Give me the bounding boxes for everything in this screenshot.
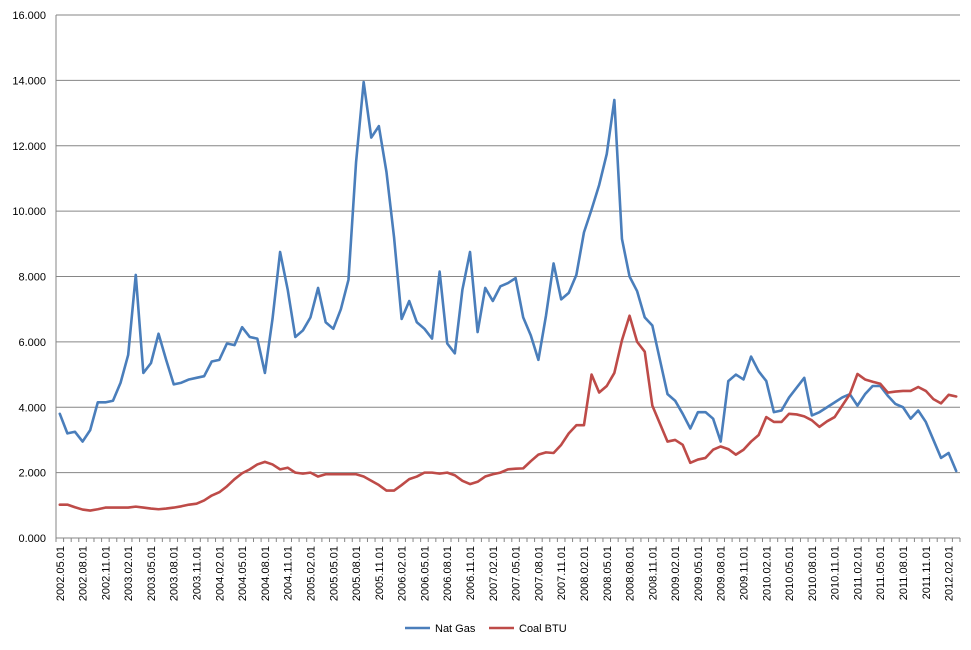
x-tick-label: 2006.02.01: [397, 546, 409, 601]
x-tick-label: 2004.08.01: [260, 546, 272, 601]
x-tick-label: 2004.11.01: [283, 546, 295, 600]
x-tick-label: 2010.11.01: [830, 546, 842, 600]
legend-label: Nat Gas: [435, 623, 476, 635]
x-tick-label: 2010.05.01: [784, 546, 796, 601]
y-tick-label: 4.000: [18, 402, 46, 414]
y-tick-label: 2.000: [18, 468, 46, 480]
y-tick-label: 16.000: [12, 10, 46, 22]
x-tick-label: 2006.08.01: [442, 546, 454, 601]
y-tick-label: 10.000: [12, 206, 46, 218]
x-tick-label: 2005.02.01: [305, 546, 317, 601]
series-line-nat-gas: [58, 80, 958, 473]
legend: Nat Gas Coal BTU: [405, 623, 567, 635]
x-tick-label: 2005.05.01: [328, 546, 340, 601]
x-tick-label: 2002.08.01: [78, 546, 90, 601]
x-tick-label: 2004.02.01: [214, 546, 226, 601]
y-tick-label: 8.000: [18, 272, 46, 284]
y-tick-label: 0.000: [18, 533, 46, 545]
x-tick-label: 2007.08.01: [533, 546, 545, 601]
x-tick-label: 2002.05.01: [55, 546, 67, 601]
legend-label: Coal BTU: [519, 623, 567, 635]
x-tick-label: 2008.05.01: [602, 546, 614, 601]
x-tick-label: 2007.02.01: [488, 546, 500, 601]
x-tick-label: 2009.05.01: [693, 546, 705, 601]
x-tick-label: 2011.08.01: [898, 546, 910, 600]
x-tick-label: 2006.05.01: [419, 546, 431, 601]
y-tick-label: 14.000: [12, 75, 46, 87]
x-tick-label: 2003.02.01: [123, 546, 135, 601]
x-tick-label: 2007.11.01: [556, 546, 568, 600]
x-tick-label: 2008.08.01: [625, 546, 637, 601]
x-tick-label: 2003.08.01: [169, 546, 181, 601]
x-tick-label: 2003.11.01: [192, 546, 204, 600]
x-tick-label: 2007.05.01: [511, 546, 523, 601]
x-tick-label: 2010.08.01: [807, 546, 819, 601]
x-tick-label: 2011.11.01: [921, 546, 933, 599]
x-tick-label: 2010.02.01: [761, 546, 773, 601]
x-tick-label: 2011.02.01: [852, 546, 864, 600]
x-tick-label: 2009.02.01: [670, 546, 682, 601]
x-tick-label: 2006.11.01: [465, 546, 477, 600]
x-tick-label: 2002.11.01: [100, 546, 112, 600]
series-lines: [58, 80, 958, 512]
x-tick-label: 2009.08.01: [716, 546, 728, 601]
x-tick-label: 2008.11.01: [647, 546, 659, 600]
y-axis: 0.000 2.000 4.000 6.000 8.000 10.000 12.000 14.…: [12, 10, 57, 545]
x-tick-label: 2003.05.01: [146, 546, 158, 601]
x-tick-label: 2005.08.01: [351, 546, 363, 601]
x-tick-label: 2012.02.01: [944, 546, 956, 601]
x-tick-label: 2005.11.01: [374, 546, 386, 600]
gridlines: [56, 14, 960, 539]
series-line-coal-btu: [58, 314, 958, 512]
x-tick-label: 2009.11.01: [738, 546, 750, 600]
x-tick-label: 2008.02.01: [579, 546, 591, 601]
y-tick-label: 12.000: [12, 141, 46, 153]
x-axis: 2002.05.01 2002.08.01 2002.11.01 2003.02.01…: [55, 537, 961, 601]
x-tick-label: 2011.05.01: [875, 546, 887, 600]
y-tick-label: 6.000: [18, 337, 46, 349]
x-tick-label: 2004.05.01: [237, 546, 249, 601]
